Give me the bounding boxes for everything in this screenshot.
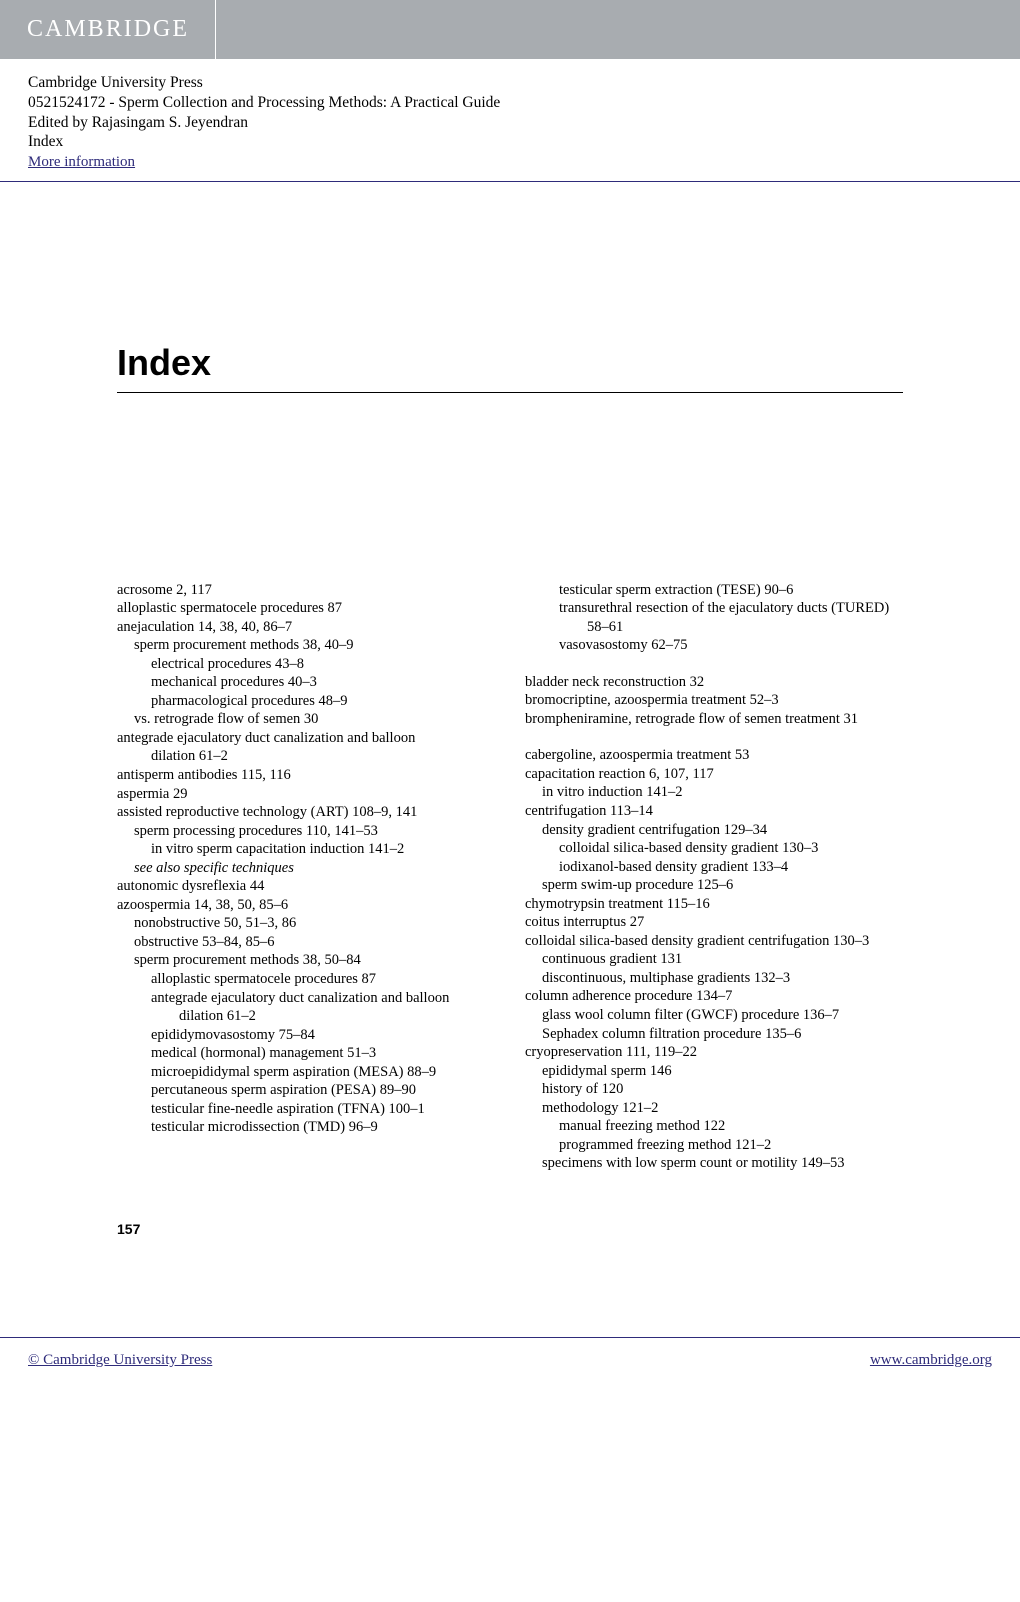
left-column: acrosome 2, 117alloplastic spermatocele … — [117, 581, 495, 1173]
index-entry: density gradient centrifugation 129–34 — [570, 821, 903, 840]
index-entry: testicular microdissection (TMD) 96–9 — [179, 1118, 495, 1137]
index-entry: history of 120 — [570, 1080, 903, 1099]
index-entry: manual freezing method 122 — [587, 1117, 903, 1136]
index-entry: microepididymal sperm aspiration (MESA) … — [179, 1063, 495, 1082]
index-entry: in vitro induction 141–2 — [570, 783, 903, 802]
page-title: Index — [117, 342, 903, 393]
index-entry: assisted reproductive technology (ART) 1… — [145, 803, 495, 822]
right-column: testicular sperm extraction (TESE) 90–6t… — [525, 581, 903, 1173]
index-entry: antegrade ejaculatory duct canalization … — [179, 989, 495, 1026]
index-spacer — [525, 655, 903, 673]
cambridge-url-link[interactable]: www.cambridge.org — [870, 1352, 992, 1369]
index-entry: methodology 121–2 — [570, 1099, 903, 1118]
index-entry: colloidal silica-based density gradient … — [587, 839, 903, 858]
index-entry: chymotrypsin treatment 115–16 — [553, 895, 903, 914]
index-entry: aspermia 29 — [145, 785, 495, 804]
index-entry: vasovasostomy 62–75 — [587, 636, 903, 655]
index-entry: pharmacological procedures 48–9 — [179, 692, 495, 711]
index-entry: obstructive 53–84, 85–6 — [162, 933, 495, 952]
more-information-link[interactable]: More information — [28, 154, 135, 170]
index-entry: bladder neck reconstruction 32 — [553, 673, 903, 692]
index-entry: epididymal sperm 146 — [570, 1062, 903, 1081]
section-line: Index — [28, 132, 992, 152]
index-entry: capacitation reaction 6, 107, 117 — [553, 765, 903, 784]
index-entry: brompheniramine, retrograde flow of seme… — [553, 710, 903, 729]
index-entry: sperm processing procedures 110, 141–53 — [162, 822, 495, 841]
index-entry: column adherence procedure 134–7 — [553, 987, 903, 1006]
index-entry: see also specific techniques — [162, 859, 495, 878]
index-entry: programmed freezing method 121–2 — [587, 1136, 903, 1155]
index-entry: epididymovasostomy 75–84 — [179, 1026, 495, 1045]
index-entry: continuous gradient 131 — [570, 950, 903, 969]
index-entry: acrosome 2, 117 — [145, 581, 495, 600]
index-entry: in vitro sperm capacitation induction 14… — [179, 840, 495, 859]
index-entry: electrical procedures 43–8 — [179, 655, 495, 674]
header-bar: CAMBRIDGE — [0, 0, 1020, 59]
index-entry: alloplastic spermatocele procedures 87 — [179, 970, 495, 989]
index-entry: azoospermia 14, 38, 50, 85–6 — [145, 896, 495, 915]
index-entry: testicular fine-needle aspiration (TFNA)… — [179, 1100, 495, 1119]
index-entry: vs. retrograde flow of semen 30 — [162, 710, 495, 729]
index-entry: Sephadex column filtration procedure 135… — [570, 1025, 903, 1044]
index-entry: specimens with low sperm count or motili… — [570, 1154, 903, 1173]
publisher-line: Cambridge University Press — [28, 73, 992, 93]
index-entry: alloplastic spermatocele procedures 87 — [145, 599, 495, 618]
copyright-link[interactable]: © Cambridge University Press — [28, 1352, 212, 1369]
index-entry: glass wool column filter (GWCF) procedur… — [570, 1006, 903, 1025]
index-entry: anejaculation 14, 38, 40, 86–7 — [145, 618, 495, 637]
index-entry: antegrade ejaculatory duct canalization … — [145, 729, 495, 748]
logo-divider — [215, 0, 216, 59]
index-entry: mechanical procedures 40–3 — [179, 673, 495, 692]
index-entry: cryopreservation 111, 119–22 — [553, 1043, 903, 1062]
index-entry: autonomic dysreflexia 44 — [145, 877, 495, 896]
isbn-title-line: 0521524172 - Sperm Collection and Proces… — [28, 93, 992, 113]
index-entry: nonobstructive 50, 51–3, 86 — [162, 914, 495, 933]
index-entry: sperm procurement methods 38, 40–9 — [162, 636, 495, 655]
footer: © Cambridge University Press www.cambrid… — [0, 1337, 1020, 1399]
content-area: Index acrosome 2, 117alloplastic spermat… — [0, 182, 1020, 1277]
index-entry: bromocriptine, azoospermia treatment 52–… — [553, 691, 903, 710]
cambridge-logo: CAMBRIDGE — [27, 16, 189, 43]
meta-block: Cambridge University Press 0521524172 - … — [0, 59, 1020, 182]
index-entry: iodixanol-based density gradient 133–4 — [587, 858, 903, 877]
index-entry: antisperm antibodies 115, 116 — [145, 766, 495, 785]
index-entry: sperm swim-up procedure 125–6 — [570, 876, 903, 895]
editor-line: Edited by Rajasingam S. Jeyendran — [28, 113, 992, 133]
index-entry: centrifugation 113–14 — [553, 802, 903, 821]
index-entry: transurethral resection of the ejaculato… — [587, 599, 903, 636]
index-entry: medical (hormonal) management 51–3 — [179, 1044, 495, 1063]
index-entry: coitus interruptus 27 — [553, 913, 903, 932]
index-entry: cabergoline, azoospermia treatment 53 — [553, 746, 903, 765]
index-entry: sperm procurement methods 38, 50–84 — [162, 951, 495, 970]
index-entry: dilation 61–2 — [179, 747, 495, 766]
index-entry: discontinuous, multiphase gradients 132–… — [570, 969, 903, 988]
index-columns: acrosome 2, 117alloplastic spermatocele … — [117, 581, 903, 1173]
page-number: 157 — [117, 1221, 903, 1237]
index-spacer — [525, 728, 903, 746]
index-entry: percutaneous sperm aspiration (PESA) 89–… — [179, 1081, 495, 1100]
index-entry: colloidal silica-based density gradient … — [553, 932, 903, 951]
index-entry: testicular sperm extraction (TESE) 90–6 — [587, 581, 903, 600]
